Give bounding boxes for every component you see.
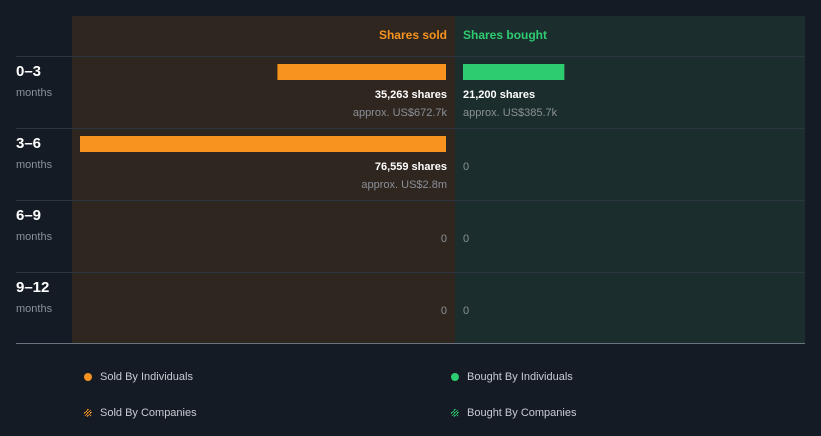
bought-individuals-dot-icon (451, 373, 459, 381)
sold-column-header: Shares sold (379, 28, 447, 42)
sold-shares-label: 0 (441, 233, 447, 245)
bought-column-header: Shares bought (463, 28, 547, 42)
bought-companies-hatch-icon (451, 409, 459, 417)
bought-shares-label: 21,200 shares (463, 89, 535, 101)
sold-value-label: approx. US$2.8m (361, 179, 447, 191)
legend-bought-individuals-label: Bought By Individuals (467, 371, 573, 383)
legend-sold-individuals: Sold By Individuals (84, 371, 193, 383)
period-label: 0–3 (16, 63, 41, 80)
period-label: 9–12 (16, 279, 49, 296)
period-label: 6–9 (16, 207, 41, 224)
legend-bought-companies: Bought By Companies (451, 407, 576, 419)
period-unit-label: months (16, 231, 53, 243)
sold-shares-label: 0 (441, 305, 447, 317)
bought-shares-label: 0 (463, 161, 469, 173)
sold-value-label: approx. US$672.7k (353, 107, 448, 119)
period-unit-label: months (16, 87, 53, 99)
period-label: 3–6 (16, 135, 41, 152)
sold-bar (277, 64, 446, 80)
bought-bar (463, 64, 565, 80)
legend-sold-companies-label: Sold By Companies (100, 407, 197, 419)
sold-individuals-dot-icon (84, 373, 92, 381)
period-unit-label: months (16, 159, 53, 171)
legend-bought-individuals: Bought By Individuals (451, 371, 573, 383)
legend-bought-companies-label: Bought By Companies (467, 407, 577, 419)
legend-sold-individuals-label: Sold By Individuals (100, 371, 193, 383)
sold-companies-hatch-icon (84, 409, 92, 417)
sold-shares-label: 76,559 shares (375, 161, 447, 173)
sold-bar (80, 136, 446, 152)
sold-shares-label: 35,263 shares (375, 89, 447, 101)
bought-value-label: approx. US$385.7k (463, 107, 558, 119)
bought-shares-label: 0 (463, 233, 469, 245)
bought-shares-label: 0 (463, 305, 469, 317)
legend-sold-companies: Sold By Companies (84, 407, 197, 419)
period-unit-label: months (16, 303, 53, 315)
